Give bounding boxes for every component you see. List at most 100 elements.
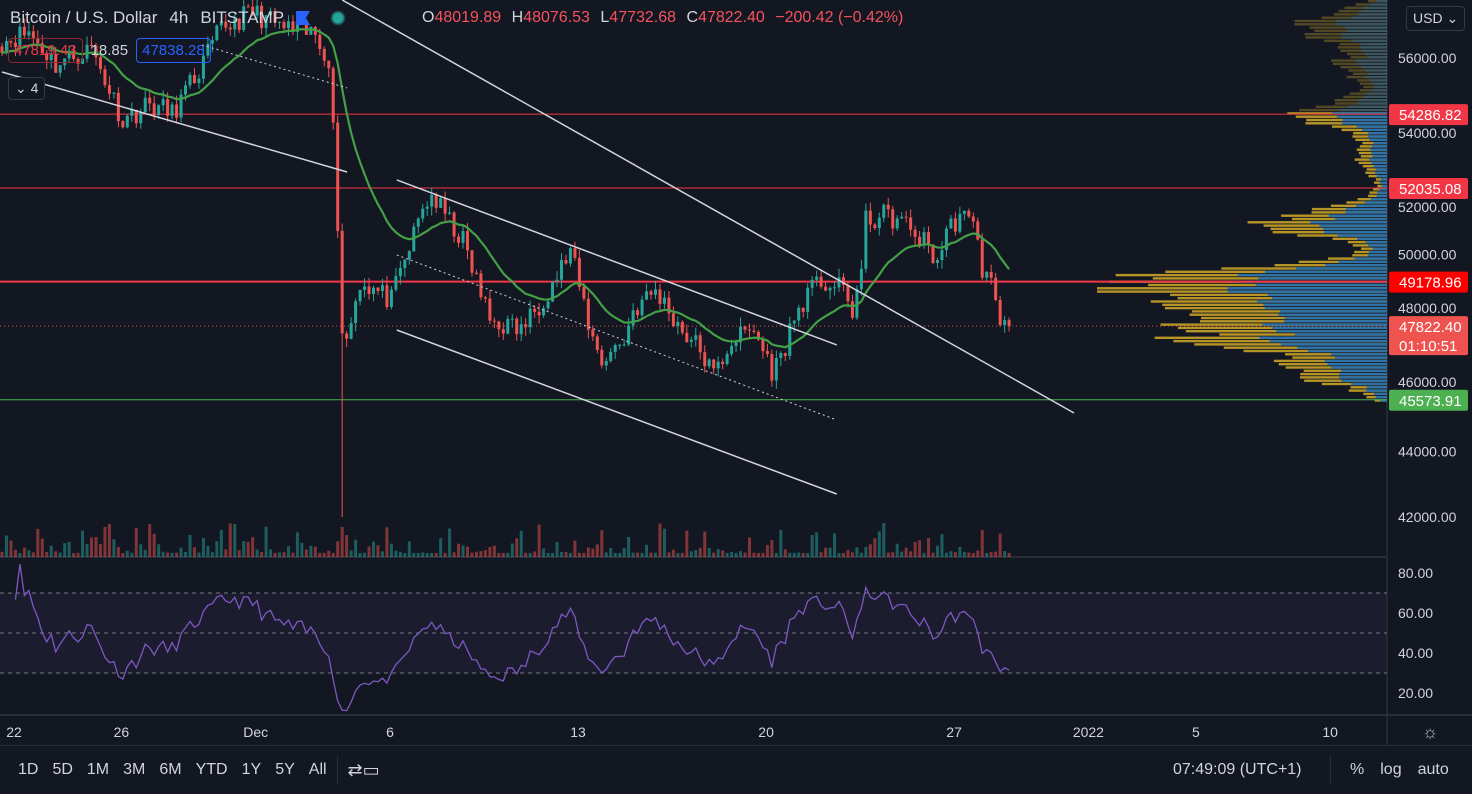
volume-profile-row-up (1340, 49, 1387, 52)
volume-bar (515, 538, 519, 557)
volume-bar (85, 543, 89, 557)
volume-bar (613, 552, 617, 557)
candle-body (439, 198, 443, 208)
range-all[interactable]: All (308, 761, 327, 778)
candle-body (868, 210, 872, 225)
volume-bar (278, 552, 282, 557)
clock[interactable]: 07:49:09 (UTC+1) (1173, 761, 1302, 778)
volume-bar (313, 546, 317, 557)
volume-bar (443, 552, 447, 557)
volume-profile-row-down (1284, 320, 1387, 323)
candle-body (112, 92, 116, 94)
volume-profile-row-down (1366, 386, 1387, 389)
range-6m[interactable]: 6M (159, 761, 182, 778)
volume-bar (573, 540, 577, 557)
trendline[interactable] (396, 254, 837, 421)
interval[interactable]: 4h (169, 8, 189, 27)
volume-profile-row-up (1331, 59, 1387, 62)
auto-toggle[interactable]: auto (1417, 761, 1449, 778)
trade-panel: 47819.43 18.85 47838.28 (8, 38, 211, 63)
candle-body (689, 339, 693, 342)
volume-bar (233, 524, 237, 557)
chart-canvas[interactable]: 56000.00 54000.00 52000.00 50000.00 48000.00… (0, 0, 1472, 745)
candle-body (76, 58, 80, 64)
candle-body (864, 210, 868, 269)
volume-profile-row-down (1372, 82, 1387, 85)
candle-body (340, 230, 344, 334)
volume-bar (107, 524, 111, 557)
candle-body (443, 198, 447, 214)
percent-toggle[interactable]: % (1350, 761, 1365, 778)
range-1d[interactable]: 1D (18, 761, 39, 778)
range-5y[interactable]: 5Y (275, 761, 295, 778)
compare-date-range-icon[interactable]: ⇄▭ (347, 759, 380, 780)
volume-profile-row-up (1363, 85, 1387, 89)
volume-bar (439, 538, 443, 557)
volume-bar (850, 552, 854, 557)
volume-bar (197, 552, 201, 557)
trendline[interactable] (1, 71, 348, 173)
volume-profile-row-down (1237, 273, 1387, 277)
range-1m[interactable]: 1M (86, 761, 110, 778)
volume-bar (904, 547, 908, 557)
volume-bar (282, 552, 286, 557)
volume-profile-row-down (1351, 382, 1387, 386)
volume-profile-row-down (1341, 379, 1387, 382)
time-tick-label: 22 (6, 724, 22, 740)
volume-profile-row-down (1380, 178, 1387, 181)
price-tick-label: 48000.00 (1398, 300, 1457, 316)
candle-body (779, 353, 783, 359)
sell-button[interactable]: 47819.43 (8, 38, 83, 63)
level-price-label-bg (1389, 271, 1468, 293)
candle-body (627, 325, 631, 345)
range-5d[interactable]: 5D (52, 761, 73, 778)
range-1y[interactable]: 1Y (241, 761, 262, 778)
volume-profile-row-down (1255, 283, 1387, 287)
candle-body (206, 43, 210, 56)
chart-settings-icon[interactable]: ☼ (1422, 722, 1439, 742)
candle-body (143, 97, 147, 112)
volume-profile-row-down (1344, 26, 1387, 29)
volume-profile-row-down (1366, 92, 1387, 95)
volume-bar (403, 552, 407, 557)
volume-bar (421, 552, 425, 557)
volume-bar (609, 547, 613, 557)
volume-profile-row-down (1325, 264, 1387, 267)
candle-body (640, 299, 644, 316)
volume-bar (582, 552, 586, 557)
flag-icon[interactable] (296, 11, 311, 25)
volume-profile-row-down (1376, 174, 1387, 178)
candle-body (833, 287, 837, 289)
volume-bar (389, 543, 393, 557)
last-price-tag (1389, 316, 1468, 356)
volume-profile-row-down (1327, 363, 1387, 366)
volume-bar (94, 536, 98, 557)
volume-bar (448, 528, 452, 557)
volume-profile-row-down (1368, 250, 1387, 254)
volume-bar (255, 549, 259, 557)
range-buttons: 1D 5D 1M 3M 6M YTD 1Y 5Y All (18, 761, 327, 779)
volume-profile-row-down (1379, 188, 1387, 191)
currency-select[interactable]: USD ⌄ (1406, 6, 1466, 31)
change-value: −200.42 (−0.42%) (775, 9, 904, 26)
trendline[interactable] (201, 44, 348, 89)
log-toggle[interactable]: log (1380, 761, 1402, 778)
time-tick-label: 20 (758, 724, 774, 740)
candle-body (797, 307, 801, 321)
volume-profile-row-down (1370, 148, 1387, 151)
trendline[interactable] (396, 179, 838, 346)
rsi-tick-label: 40.00 (1398, 645, 1433, 661)
high-value: 48076.53 (523, 9, 590, 26)
symbol-name[interactable]: Bitcoin / U.S. Dollar (10, 8, 158, 27)
candle-body (680, 321, 684, 333)
close-value: 47822.40 (698, 9, 765, 26)
market-status-icon[interactable] (330, 10, 347, 26)
range-3m[interactable]: 3M (123, 761, 146, 778)
buy-button[interactable]: 47838.28 (136, 38, 211, 63)
volume-profile-row-down (1373, 392, 1387, 396)
trendline[interactable] (396, 329, 838, 495)
volume-bar (931, 552, 935, 557)
indicators-toggle[interactable]: ⌄ 4 (8, 77, 46, 100)
trendline[interactable] (341, 0, 1075, 414)
range-ytd[interactable]: YTD (195, 761, 228, 778)
